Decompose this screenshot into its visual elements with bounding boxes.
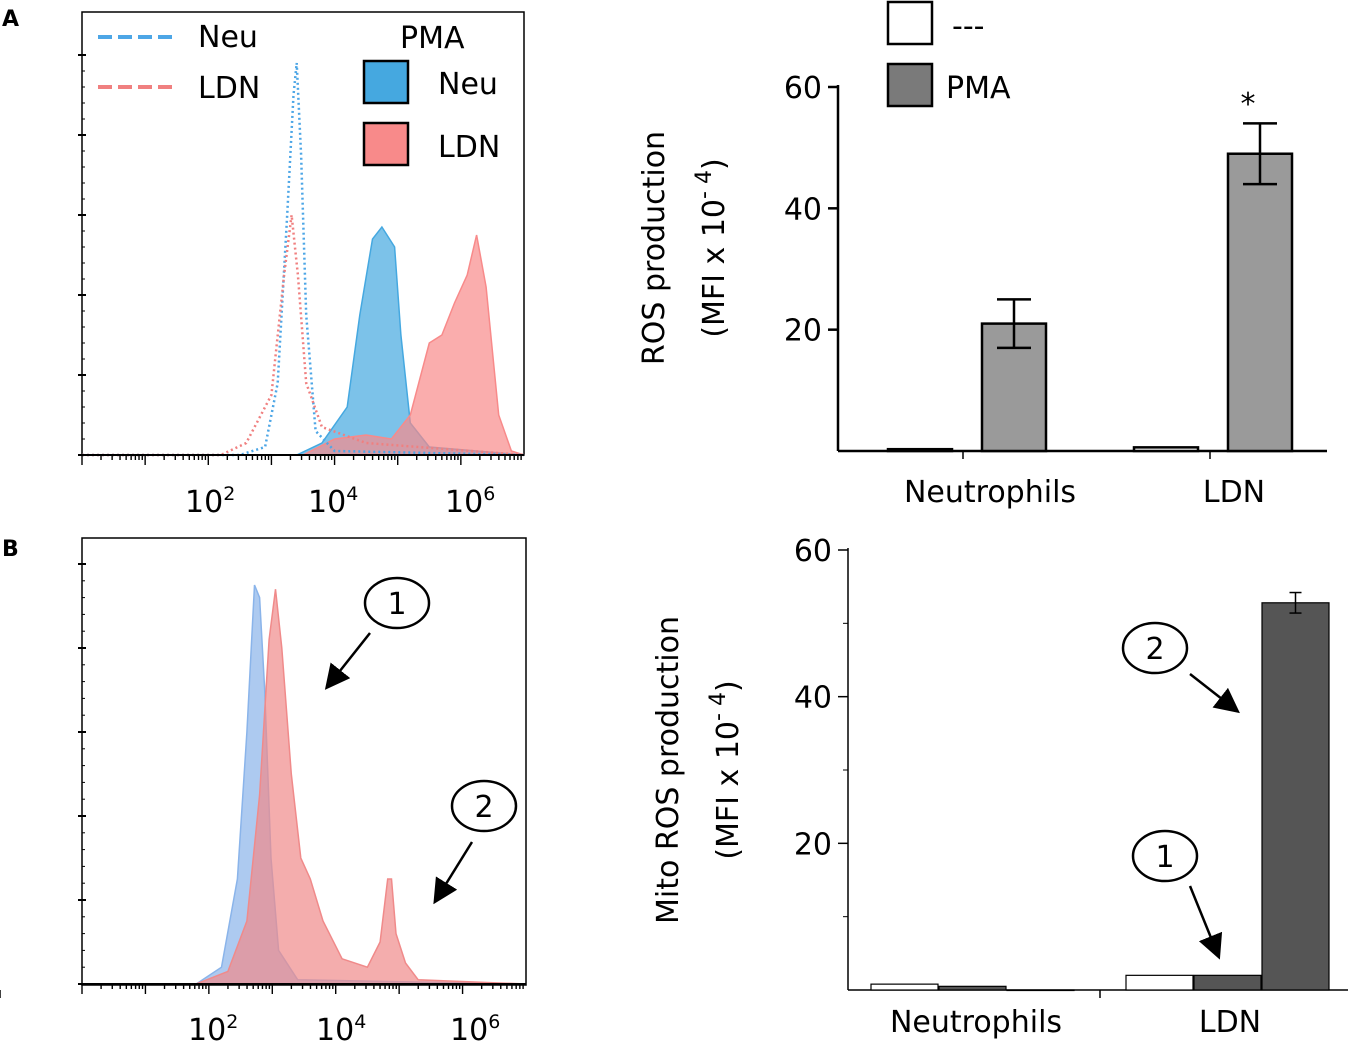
- legend-title-pma: PMA: [400, 21, 465, 56]
- panel-label-a: A: [2, 7, 19, 32]
- bar-y-tick-label: 60: [784, 71, 822, 106]
- legend-label-pma-neu: Neu: [438, 67, 498, 102]
- bar-neutrophils-3: [1006, 989, 1075, 992]
- callout-1-arrow: [324, 632, 371, 690]
- bar-y-tick-label: 20: [784, 314, 822, 349]
- bar-y-tick-label: 20: [794, 827, 832, 862]
- bar-ldn-pma: [1226, 152, 1294, 453]
- bar-category-label: Neutrophils: [890, 1005, 1062, 1040]
- bar-y-tick-label: 40: [794, 681, 832, 716]
- legend-label-neu: Neu: [198, 20, 258, 55]
- bar-callout-2-label: 2: [1145, 632, 1164, 667]
- significance-asterisk: *: [1241, 87, 1256, 122]
- bar-category-label: LDN: [1203, 475, 1265, 510]
- callout-1-label: 1: [387, 587, 406, 622]
- bar-callout-1-label: 1: [1155, 840, 1174, 875]
- bar-ldn-xxx: [1132, 446, 1200, 453]
- hist-series-ldn: [82, 589, 527, 985]
- bar-chart-b: Mito ROS production (MFI x 10- 4) 20 40 60…: [0, 534, 1348, 1040]
- legend-swatch-pma-neu: [362, 59, 410, 105]
- bar-ldn-1: [1125, 974, 1194, 991]
- legend-label-pma: PMA: [946, 71, 1011, 106]
- bar-category-label: Neutrophils: [904, 475, 1076, 510]
- histogram-a-xtick-label: 106: [445, 483, 495, 520]
- bar-chart-a-legend: --- PMA: [886, 0, 1011, 108]
- bar-chart-b-ylabel: Mito ROS production: [651, 616, 686, 924]
- histogram-b-xtick-label: 102: [188, 1011, 238, 1045]
- bar-category-label: LDN: [1199, 1005, 1261, 1040]
- callout-2-label: 2: [474, 790, 493, 825]
- hist-series-ldn-pma: [82, 234, 525, 456]
- bar-callout-1-arrow: [1188, 885, 1223, 960]
- bar-neutrophils-xxx: [886, 447, 954, 453]
- bar-callout-2-arrow: [1189, 673, 1240, 714]
- bar-chart-a-ylabel: ROS production: [637, 131, 672, 365]
- histogram-a-legend: Neu LDN PMA Neu LDN: [98, 20, 500, 167]
- bar-ldn-3: [1261, 602, 1330, 991]
- bar-neutrophils-1: [870, 983, 939, 991]
- legend-swatch-unstimulated: [886, 0, 934, 46]
- bar-callout-1-circle: [1131, 829, 1199, 883]
- bar-y-tick-label: 60: [794, 534, 832, 569]
- histogram-b-xtick-label: 106: [450, 1011, 500, 1045]
- histogram-b-xtick-label: 104: [316, 1011, 366, 1045]
- callout-2-arrow: [433, 841, 474, 905]
- bar-neutrophils-pma: [980, 322, 1048, 453]
- bar-callout-2-circle: [1121, 621, 1189, 675]
- bar-y-tick-label: 40: [784, 192, 822, 227]
- histogram-a-xtick-label: 104: [308, 483, 358, 520]
- callout-1-circle: [363, 576, 431, 630]
- callout-2-circle: [450, 779, 518, 833]
- legend-label-pma-ldn: LDN: [438, 130, 500, 165]
- legend-label-ldn: LDN: [198, 71, 260, 106]
- histogram-b: 102 104 106 1 2: [78, 537, 527, 1045]
- legend-swatch-pma-ldn: [362, 121, 410, 167]
- bar-chart-a-ylabel-units: (MFI x 10- 4): [692, 158, 732, 337]
- panel-label-b: B: [2, 537, 19, 562]
- histogram-a: 102 104 106 Neu LDN PMA Neu LDN: [78, 11, 525, 520]
- bar-chart-b-ylabel-units: (MFI x 10- 4): [706, 680, 746, 859]
- bar-neutrophils-2: [938, 985, 1007, 991]
- bar-ldn-2: [1193, 974, 1262, 991]
- legend-swatch-pma: [886, 62, 934, 108]
- bar-chart-a: --- PMA ROS production (MFI x 10- 4) 20 4…: [637, 0, 1327, 510]
- histogram-a-xtick-label: 102: [185, 483, 235, 520]
- legend-label-unstimulated: ---: [952, 9, 984, 44]
